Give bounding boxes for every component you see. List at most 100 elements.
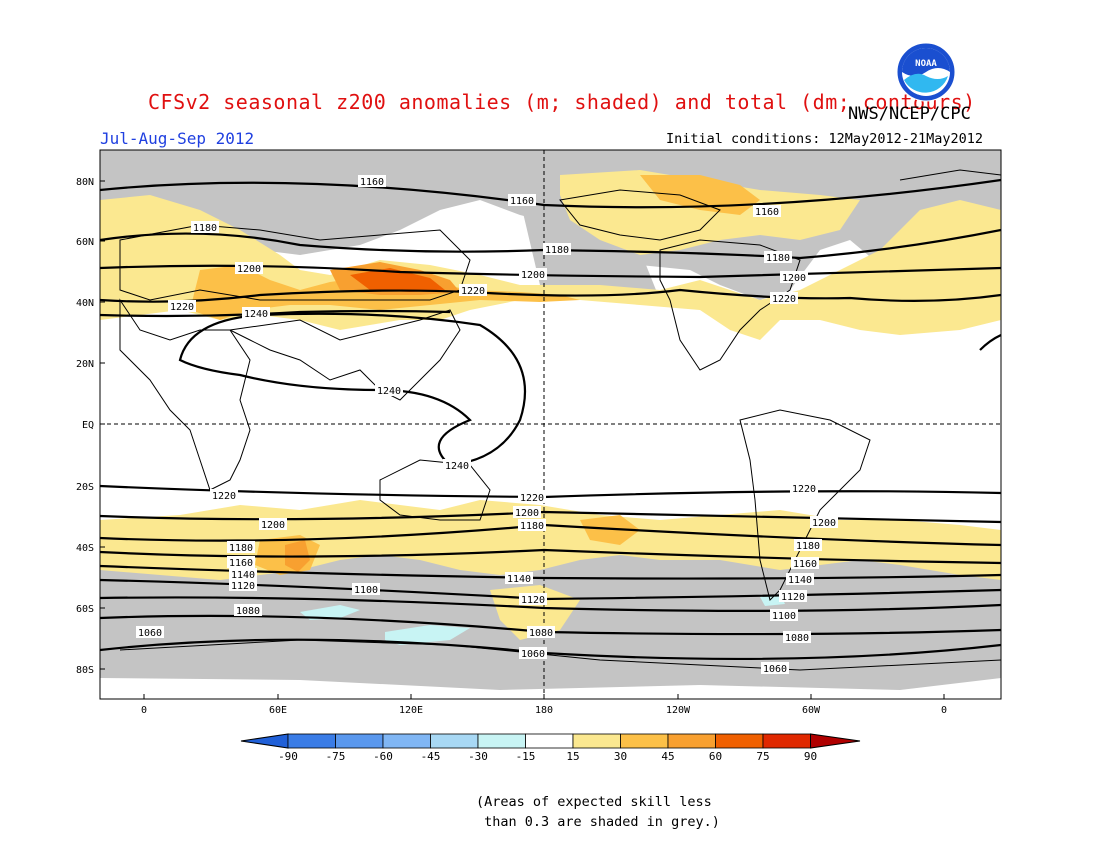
contour-label-text: 1120	[521, 595, 545, 606]
lat-label: 20S	[76, 482, 94, 493]
contour-label-bg	[753, 205, 781, 217]
contour-label-1180: 1180	[543, 243, 571, 256]
colorbar-segment	[620, 733, 669, 749]
lon-label: 120E	[399, 705, 423, 716]
contour-label-1240: 1240	[242, 307, 270, 320]
contour-label-1180: 1180	[764, 251, 792, 264]
contour-label-bg	[168, 300, 196, 312]
contour-label-bg	[518, 519, 546, 531]
contour-label-1220: 1220	[168, 300, 196, 313]
season-label: Jul-Aug-Sep 2012	[100, 129, 255, 148]
contour-label-text: 1180	[193, 223, 217, 234]
contour-label-bg	[810, 516, 838, 528]
contour-label-text: 1200	[261, 520, 285, 531]
contour-label-1060: 1060	[519, 647, 547, 660]
lat-label: 80S	[76, 665, 94, 676]
contour-label-bg	[513, 506, 541, 518]
contour-label-bg	[761, 662, 789, 674]
skill-note: (Areas of expected skill less than 0.3 a…	[476, 794, 720, 830]
contour-label-text: 1140	[231, 570, 255, 581]
contour-label-text: 1220	[520, 493, 544, 504]
contour-label-bg	[505, 572, 533, 584]
coastlines	[119, 169, 1001, 671]
colorbar-tick-label: 90	[804, 750, 817, 763]
contour-label-1220: 1220	[459, 284, 487, 297]
contour-label-text: 1240	[244, 309, 268, 320]
contour-label-1220: 1220	[210, 489, 238, 502]
contour-label-text: 1160	[229, 558, 253, 569]
colorbar-tick-label: 15	[566, 750, 579, 763]
contour-label-1240: 1240	[443, 459, 471, 472]
contour-label-bg	[229, 579, 257, 591]
contour-label-1140: 1140	[786, 573, 814, 586]
contour-label-text: 1200	[515, 508, 539, 519]
contour-label-text: 1180	[545, 245, 569, 256]
lat-label: 40N	[76, 298, 94, 309]
colorbar-segment	[762, 733, 811, 749]
contour-label-bg	[136, 626, 164, 638]
colorbar-segment	[715, 733, 764, 749]
contour-label-1200: 1200	[810, 516, 838, 529]
contour-1200-south	[100, 510, 1001, 524]
contour-label-text: 1120	[231, 581, 255, 592]
contour-label-1160: 1160	[358, 175, 386, 188]
colorbar-tick-label: -90	[278, 750, 298, 763]
contour-label-text: 1220	[772, 294, 796, 305]
lat-label: 80N	[76, 177, 94, 188]
contour-label-text: 1140	[788, 575, 812, 586]
lat-label: 40S	[76, 543, 94, 554]
contour-label-bg	[779, 590, 807, 602]
contour-label-bg	[764, 251, 792, 263]
contour-label-1100: 1100	[770, 609, 798, 622]
colorbar-segment	[667, 733, 716, 749]
contour-label-1200: 1200	[513, 506, 541, 519]
colorbar-segment	[477, 733, 526, 749]
contour-label-1060: 1060	[136, 626, 164, 639]
contour-label-text: 1080	[785, 633, 809, 644]
contour-label-bg	[519, 647, 547, 659]
contour-label-1240: 1240	[375, 384, 403, 397]
colorbar-right-arrow	[810, 733, 861, 749]
contour-label-1080: 1080	[527, 626, 555, 639]
colorbar-segment	[572, 733, 621, 749]
contour-label-bg	[770, 292, 798, 304]
contour-label-1180: 1180	[227, 541, 255, 554]
contour-label-text: 1200	[782, 273, 806, 284]
contour-label-bg	[352, 583, 380, 595]
contour-label-1180: 1180	[794, 539, 822, 552]
contour-label-bg	[508, 194, 536, 206]
lon-label: 60E	[269, 705, 287, 716]
contour-1240-north	[100, 309, 451, 318]
organization-label: NWS/NCEP/CPC	[848, 104, 971, 124]
contour-1100-south	[100, 596, 1001, 612]
colorbar-segment	[382, 733, 431, 749]
lat-label: 60S	[76, 604, 94, 615]
contour-label-text: 1160	[755, 207, 779, 218]
contour-label-text: 1060	[763, 664, 787, 675]
contour-label-1160: 1160	[508, 194, 536, 207]
colorbar-segment	[525, 733, 574, 749]
lon-label: 180	[535, 705, 553, 716]
contour-label-1200: 1200	[259, 518, 287, 531]
colorbar-tick-label: -15	[516, 750, 536, 763]
contour-1160-north	[100, 178, 1001, 209]
contour-label-1220: 1220	[518, 491, 546, 504]
contour-label-text: 1060	[138, 628, 162, 639]
contour-label-bg	[780, 271, 808, 283]
contour-labels: 1060 1060 1060 1080 1080 1080 1100 1100 1120 1120…	[136, 175, 838, 675]
contour-label-bg	[519, 268, 547, 280]
contour-label-text: 1220	[792, 484, 816, 495]
contour-label-text: 1200	[237, 264, 261, 275]
contour-label-bg	[191, 221, 219, 233]
colorbar-tick-label: 30	[614, 750, 627, 763]
white-bands	[100, 678, 1001, 699]
lon-label: 0	[141, 705, 147, 716]
contour-label-text: 1200	[521, 270, 545, 281]
contour-label-bg	[518, 491, 546, 503]
contour-label-text: 1180	[766, 253, 790, 264]
colorbar-segment	[287, 733, 336, 749]
contour-label-1200: 1200	[780, 271, 808, 284]
contour-label-text: 1220	[170, 302, 194, 313]
contour-label-bg	[229, 568, 257, 580]
